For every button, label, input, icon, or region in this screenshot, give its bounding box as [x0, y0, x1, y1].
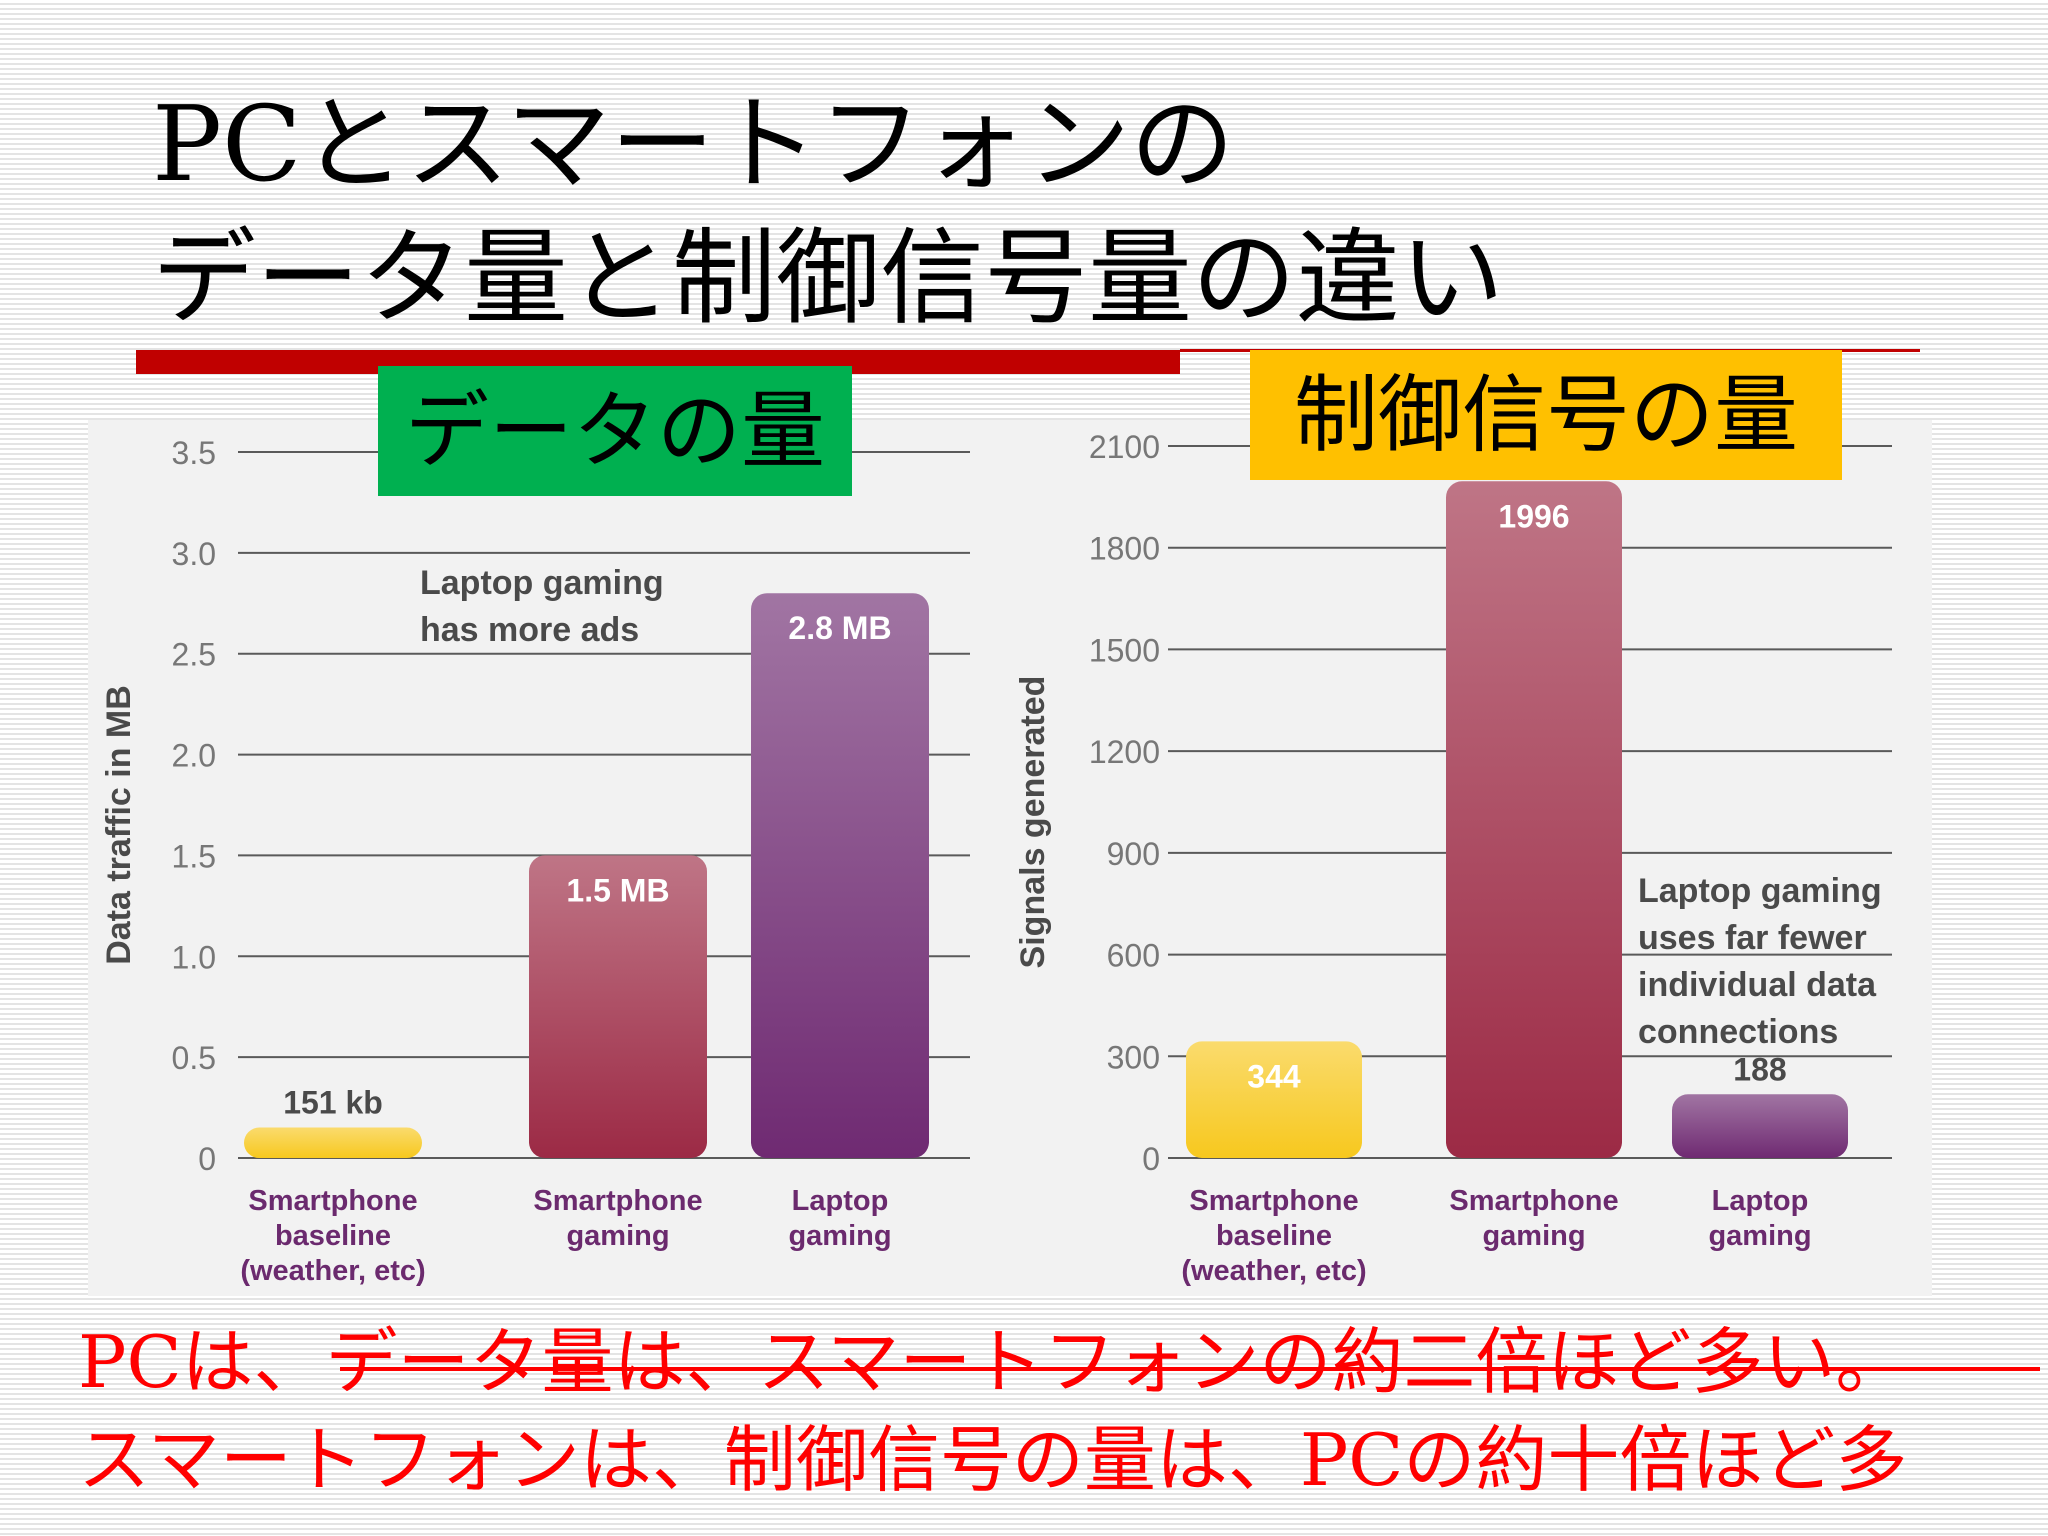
category-label: baseline: [1216, 1220, 1332, 1252]
y-tick-label: 2.0: [172, 738, 216, 774]
chart-annotation: has more ads: [420, 611, 639, 649]
bar: [1672, 1094, 1848, 1158]
chart-annotation: connections: [1638, 1013, 1838, 1051]
category-label: Smartphone: [1189, 1185, 1358, 1217]
data-label: 188: [1733, 1051, 1786, 1087]
slide-title-line-1: PCとスマートフォンの: [152, 83, 1235, 205]
bar: [1446, 481, 1622, 1158]
bar: [1186, 1041, 1362, 1158]
y-tick-label: 0: [1142, 1141, 1160, 1177]
data-amount-label: データの量: [378, 366, 852, 496]
bar: [529, 855, 707, 1158]
y-tick-label: 1.0: [172, 939, 216, 975]
y-tick-label: 3.5: [172, 435, 216, 471]
y-tick-label: 3.0: [172, 536, 216, 572]
category-label: (weather, etc): [1181, 1255, 1366, 1287]
y-axis-label: Signals generated: [1016, 676, 1052, 969]
y-tick-label: 300: [1107, 1039, 1160, 1075]
category-label: gaming: [1482, 1220, 1585, 1252]
chart-annotation: individual data: [1638, 966, 1877, 1004]
data-label: 2.8 MB: [788, 610, 891, 646]
signals-chart: Signals generated 0 300 600 900 1200 1500 1800 2…: [1014, 429, 1892, 1287]
category-label: Smartphone: [248, 1185, 417, 1217]
category-label: baseline: [275, 1220, 391, 1252]
y-tick-label: 1.5: [172, 838, 216, 874]
footer-note-line-2: スマートフォンは、制御信号の量は、PCの約十倍ほど多: [78, 1418, 1908, 1502]
chart-annotation: Laptop gaming: [420, 564, 664, 602]
data-label: 344: [1247, 1058, 1301, 1094]
category-label: gaming: [566, 1220, 669, 1252]
slide-title-line-2: データ量と制御信号量の違い: [152, 217, 1505, 339]
category-label: gaming: [1708, 1220, 1811, 1252]
chart-annotation: Laptop gaming: [1638, 872, 1882, 910]
category-label: gaming: [788, 1220, 891, 1252]
data-label: 1996: [1498, 498, 1569, 534]
data-traffic-chart-panel: Data traffic in MB 0 0.5 1.0 1.5 2.0 2.5 3.0 3.5…: [88, 420, 1016, 1296]
y-tick-label: 0.5: [172, 1040, 216, 1076]
y-tick-label: 600: [1107, 938, 1160, 974]
category-label: Smartphone: [1449, 1185, 1618, 1217]
footer-strikethrough-line: [340, 1367, 2040, 1371]
category-label: Laptop: [792, 1185, 889, 1217]
y-tick-label: 0: [198, 1141, 216, 1177]
y-axis-label: Data traffic in MB: [100, 685, 138, 965]
y-tick-label: 2.5: [172, 637, 216, 673]
category-label: Laptop: [1712, 1185, 1809, 1217]
footer-note-line-1: PCは、データ量は、スマートフォンの約二倍ほど多い。: [78, 1320, 1908, 1404]
data-label: 151 kb: [283, 1085, 383, 1121]
data-traffic-chart: Data traffic in MB 0 0.5 1.0 1.5 2.0 2.5 3.0 3.5…: [100, 435, 970, 1287]
y-tick-label: 1200: [1089, 734, 1160, 770]
category-label: Smartphone: [533, 1185, 702, 1217]
chart-annotation: uses far fewer: [1638, 919, 1867, 957]
signals-chart-panel: Signals generated 0 300 600 900 1200 1500 1800 2…: [1014, 420, 1932, 1296]
y-tick-label: 1800: [1089, 531, 1160, 567]
bar: [751, 593, 929, 1158]
y-tick-label: 2100: [1089, 429, 1160, 465]
bar: [244, 1127, 422, 1158]
data-label: 1.5 MB: [566, 872, 669, 908]
control-signal-label: 制御信号の量: [1250, 350, 1842, 480]
y-tick-label: 1500: [1089, 632, 1160, 668]
category-label: (weather, etc): [240, 1255, 425, 1287]
y-tick-label: 900: [1107, 836, 1160, 872]
